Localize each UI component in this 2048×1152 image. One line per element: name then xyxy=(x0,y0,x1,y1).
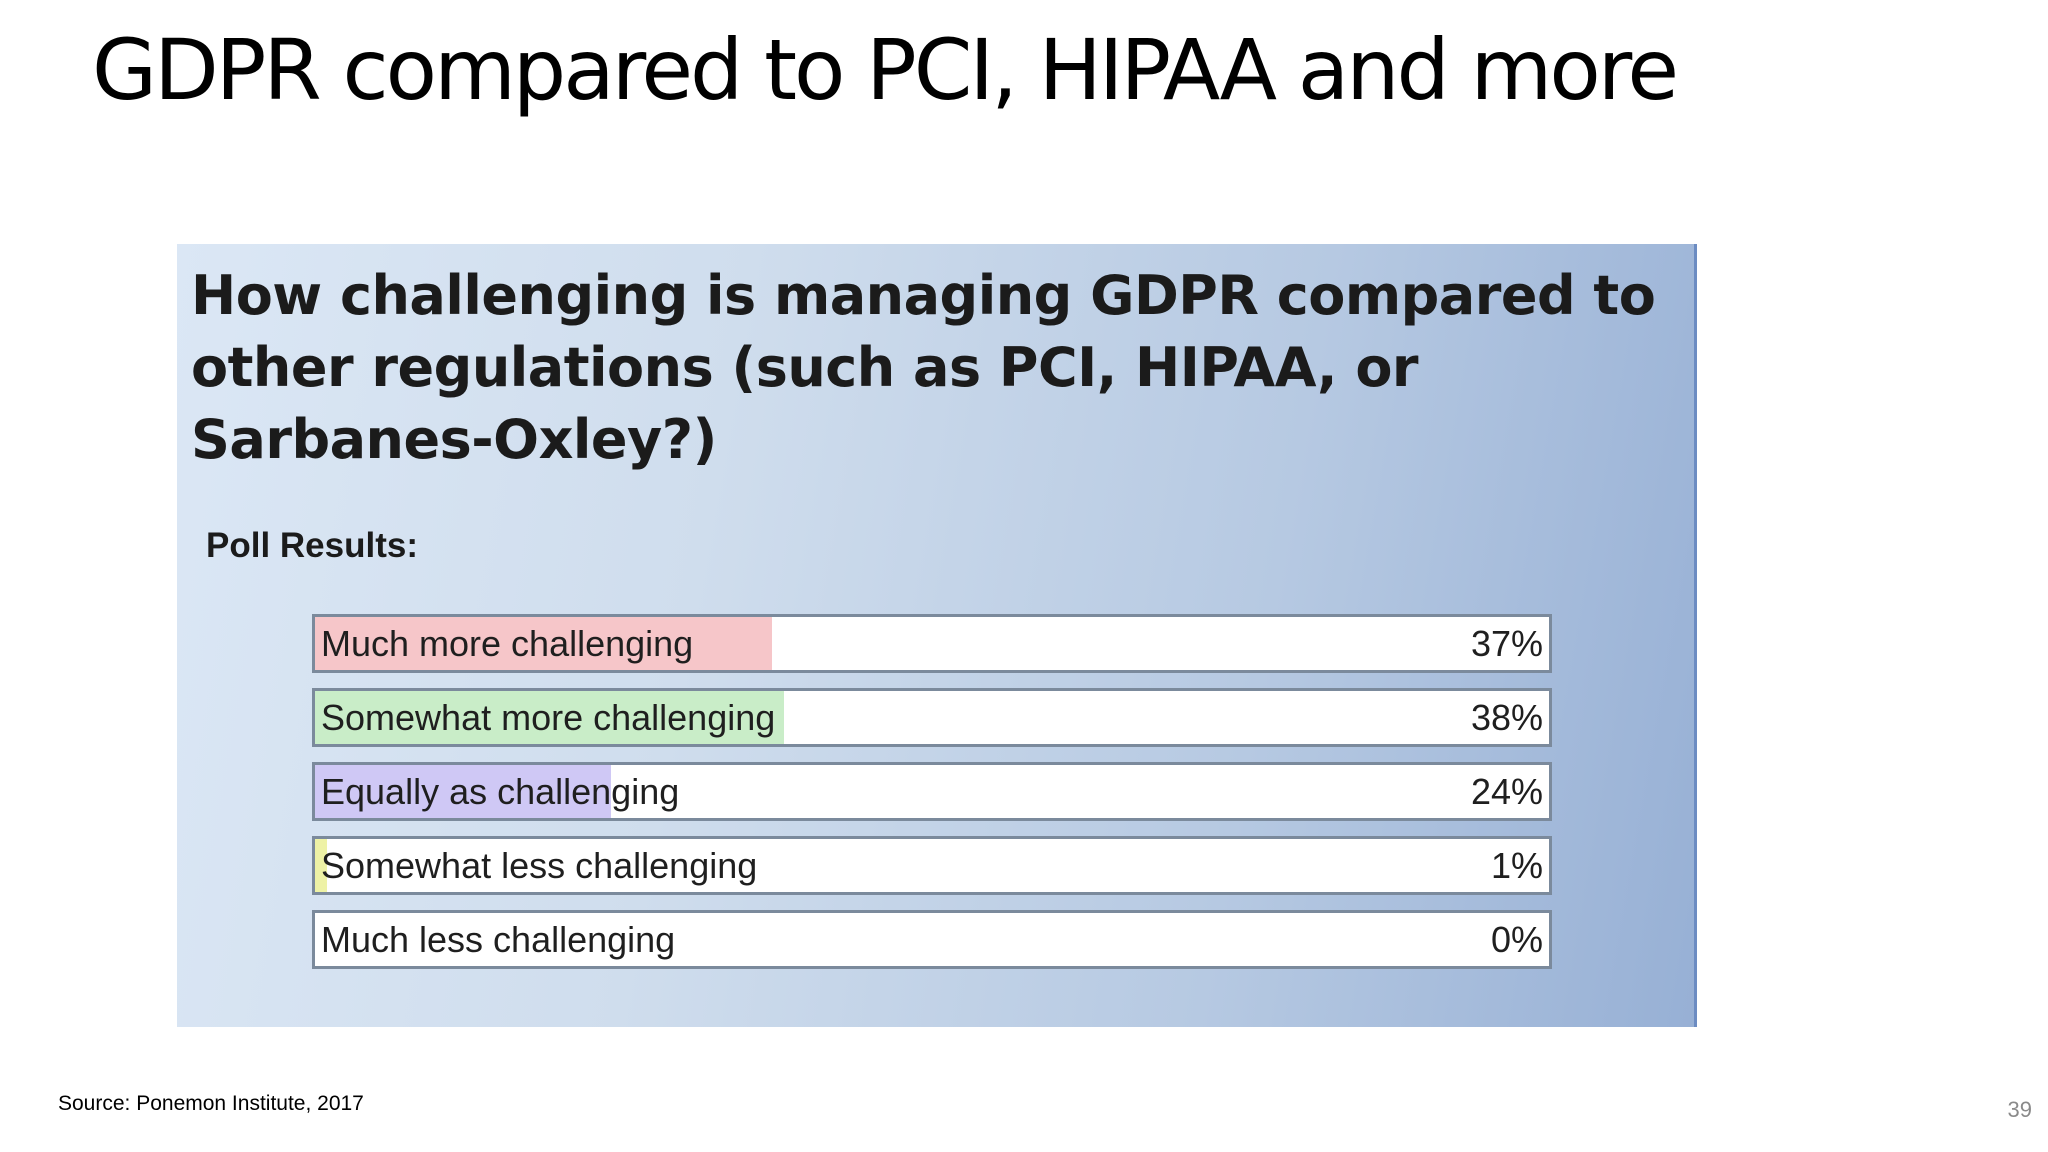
poll-option-label: Equally as challenging xyxy=(321,771,680,812)
poll-question: How challenging is managing GDPR compare… xyxy=(191,264,1656,471)
poll-bar xyxy=(315,691,784,744)
poll-option-label: Somewhat more challenging xyxy=(321,697,776,738)
page-number: 39 xyxy=(2007,1097,2032,1122)
poll-option-label: Much more challenging xyxy=(321,623,694,664)
slide-title: GDPR compared to PCI, HIPAA and more xyxy=(92,21,1679,119)
poll-option-value: 24% xyxy=(1470,771,1543,812)
poll-rows: Much more challenging 37% Somewhat more ch… xyxy=(312,614,1552,984)
poll-bar xyxy=(315,617,772,670)
poll-option-value: 37% xyxy=(1470,623,1543,664)
poll-bar xyxy=(315,839,328,892)
poll-results-image: How challenging is managing GDPR compare… xyxy=(177,244,1697,1027)
poll-results-label: Poll Results: xyxy=(206,526,418,565)
poll-row: Somewhat more challenging 38% xyxy=(312,688,1552,747)
poll-bar xyxy=(315,765,612,818)
poll-option-label: Somewhat less challenging xyxy=(321,845,758,886)
poll-option-value: 38% xyxy=(1470,697,1543,738)
poll-row: Somewhat less challenging 1% xyxy=(312,836,1552,895)
poll-row: Equally as challenging 24% xyxy=(312,762,1552,821)
poll-row: Much more challenging 37% xyxy=(312,614,1552,673)
poll-option-value: 0% xyxy=(1490,919,1543,960)
poll-row: Much less challenging 0% xyxy=(312,910,1552,969)
source-note: Source: Ponemon Institute, 2017 xyxy=(58,1092,364,1115)
poll-option-value: 1% xyxy=(1490,845,1543,886)
poll-option-label: Much less challenging xyxy=(321,919,676,960)
